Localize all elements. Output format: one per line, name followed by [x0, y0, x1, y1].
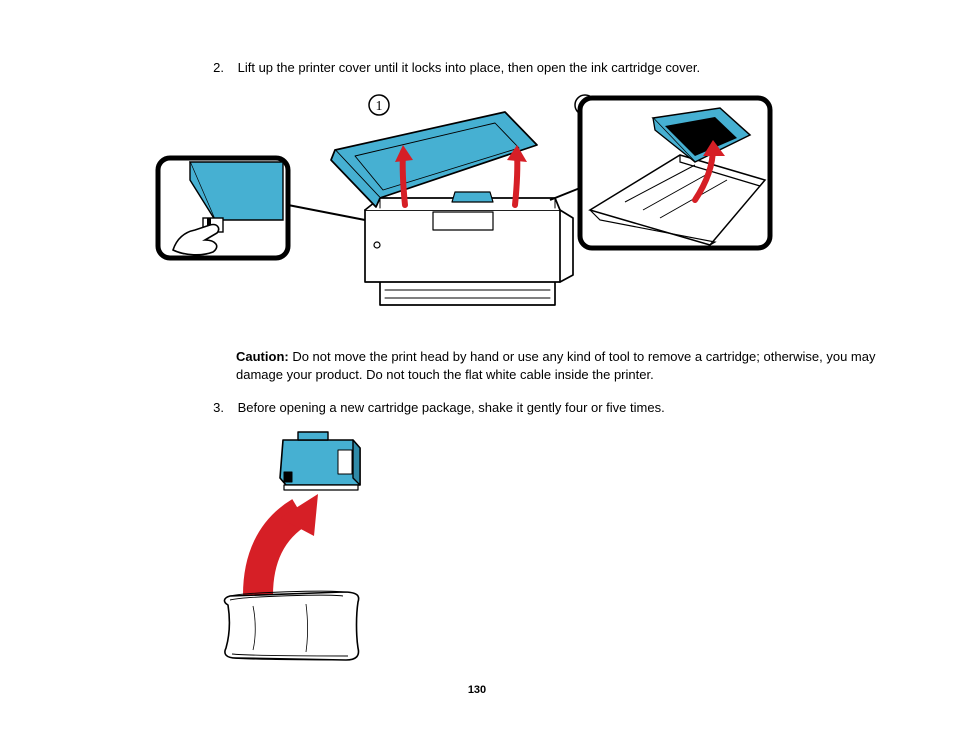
- circled-1-label: 1: [376, 99, 383, 114]
- step-3-number: 3.: [200, 400, 224, 417]
- cartridge-package: [224, 591, 358, 660]
- leader-left: [288, 205, 365, 220]
- printer-lid-open: [331, 112, 537, 207]
- step-2-number: 2.: [200, 60, 224, 77]
- callout-left: [158, 158, 288, 258]
- circled-1: 1: [369, 95, 389, 115]
- figure-cartridge-shake: [208, 420, 408, 680]
- remove-arrow: [258, 494, 318, 595]
- step-3-text: Before opening a new cartridge package, …: [238, 400, 878, 417]
- caution-label: Caution:: [236, 349, 289, 364]
- callout-right: [580, 98, 770, 248]
- caution-text: Do not move the print head by hand or us…: [236, 349, 875, 382]
- step-2-text: Lift up the printer cover until it locks…: [238, 60, 878, 77]
- figure-printer-lift: 1 2: [155, 90, 775, 340]
- page-number: 130: [0, 684, 954, 696]
- printer-body: [365, 192, 573, 305]
- ink-cartridge: [280, 432, 360, 490]
